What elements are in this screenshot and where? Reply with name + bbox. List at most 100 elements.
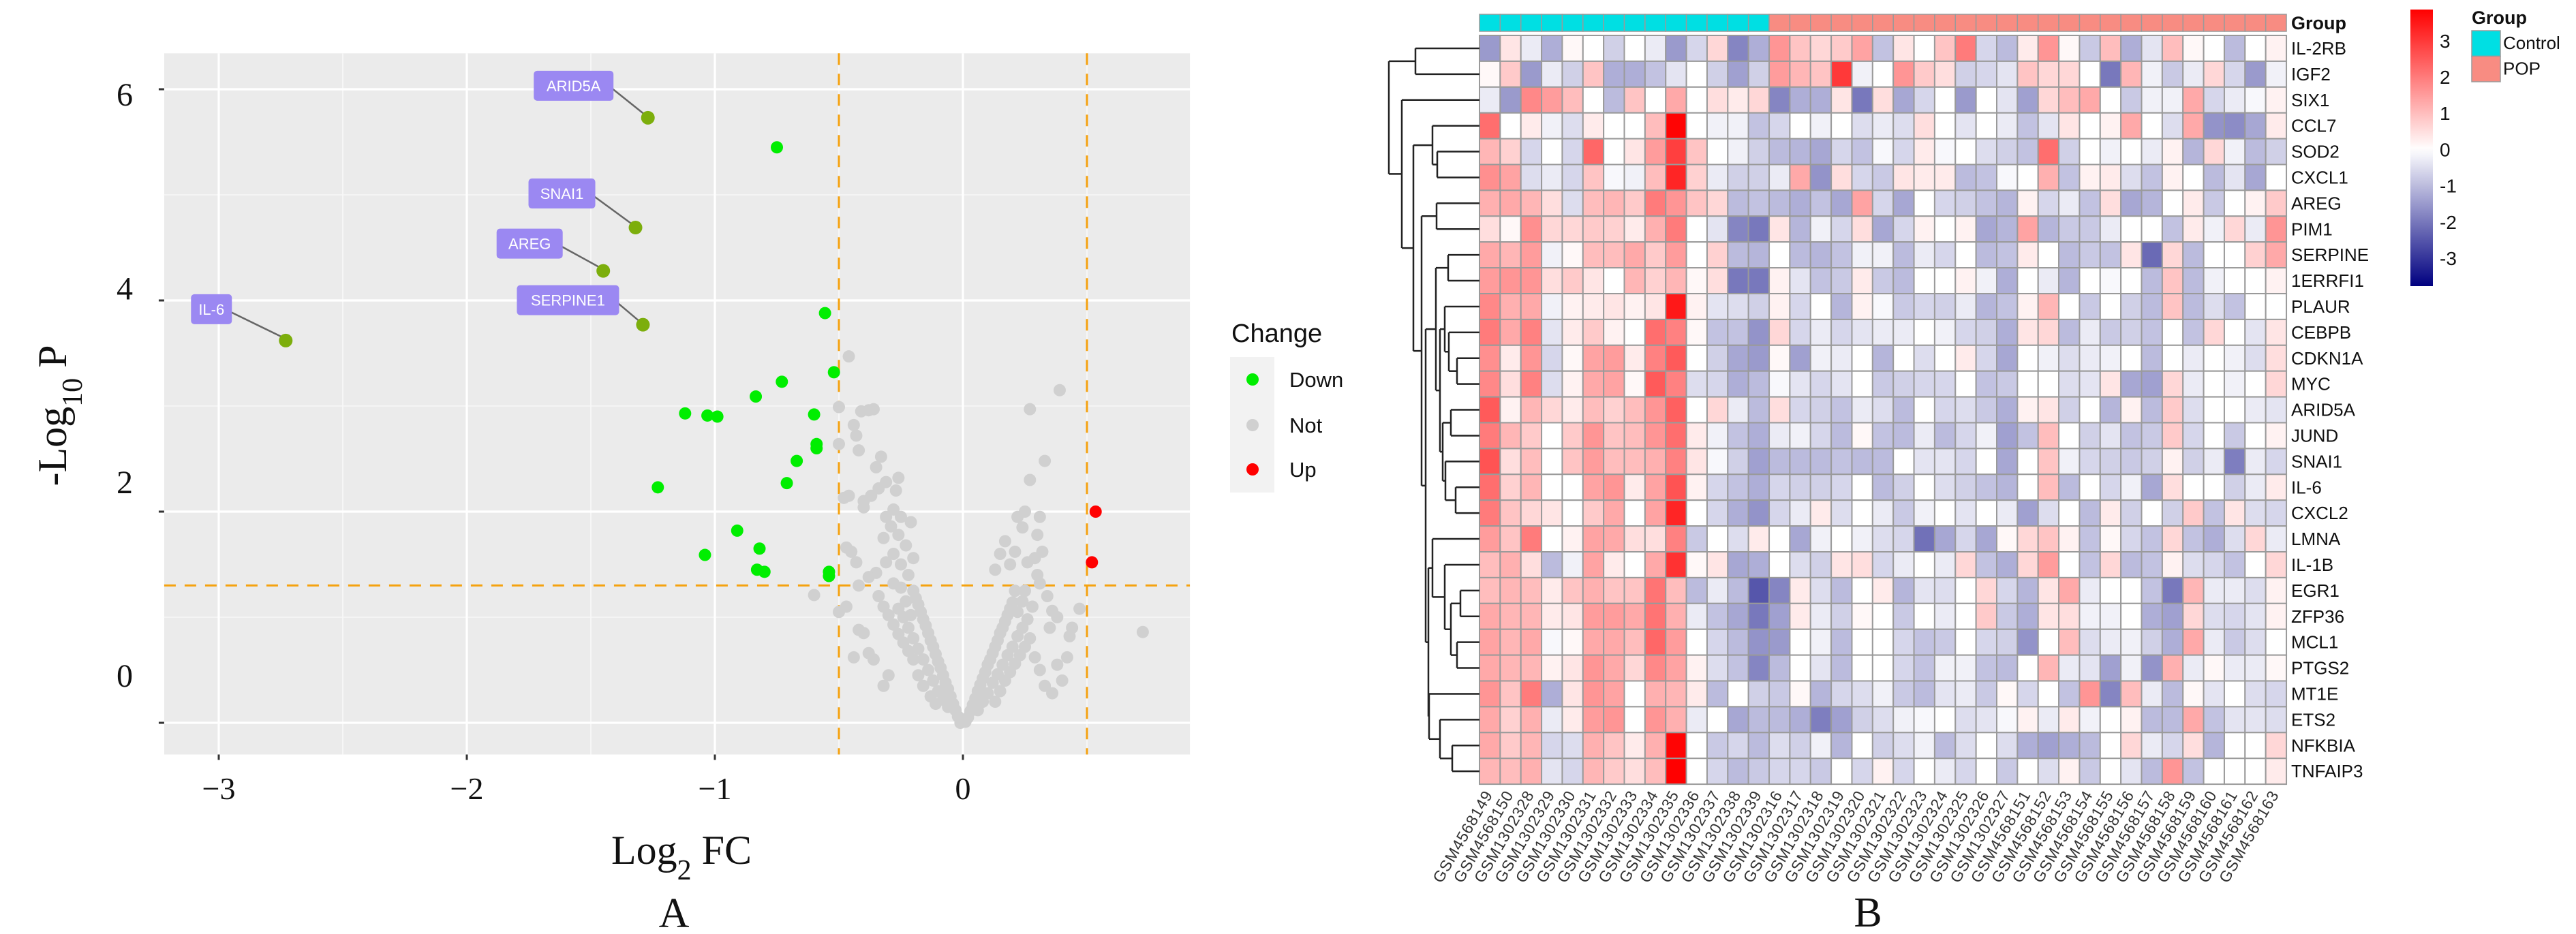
- heatmap-cell: [2079, 422, 2101, 450]
- heatmap-cell: [1665, 448, 1687, 476]
- panel-label-a: A: [659, 890, 690, 934]
- heatmap-cell: [2099, 396, 2122, 424]
- heatmap-cell: [1685, 60, 1708, 88]
- data-point-not: [981, 687, 994, 700]
- heatmap-cell: [1706, 680, 1729, 708]
- gene-label-text: ARID5A: [547, 78, 601, 95]
- heatmap-cell: [1996, 86, 2019, 114]
- heatmap-cell: [2099, 551, 2122, 578]
- heatmap-cell: [1727, 189, 1749, 217]
- heatmap-cell: [2017, 551, 2039, 578]
- heatmap-cell: [2120, 602, 2143, 630]
- heatmap-cell: [1809, 86, 1833, 114]
- heatmap-cell: [1603, 370, 1625, 398]
- y-tick-label: 6: [117, 77, 133, 113]
- heatmap-cell: [1768, 551, 1791, 578]
- heatmap-cell: [2203, 370, 2225, 398]
- heatmap-cell: [1479, 422, 1501, 450]
- heatmap-cell: [2120, 473, 2143, 501]
- heatmap-cell: [1582, 86, 1605, 114]
- legend-key-not: [1246, 419, 1259, 431]
- data-point-not: [1136, 625, 1149, 638]
- heatmap-cell: [1685, 241, 1708, 269]
- heatmap-cell: [1623, 215, 1646, 243]
- heatmap-cell: [1499, 706, 1522, 734]
- data-point-not: [840, 600, 853, 613]
- heatmap-cell: [1913, 628, 1935, 656]
- data-point-not: [912, 642, 925, 655]
- heatmap-cell: [2037, 35, 2060, 62]
- heatmap-cell: [2099, 86, 2122, 114]
- heatmap-cell: [2058, 396, 2081, 424]
- heatmap-cell: [2079, 706, 2101, 734]
- heatmap-cell: [2058, 732, 2081, 760]
- heatmap-cell: [1706, 654, 1729, 682]
- heatmap-cell: [1706, 60, 1729, 88]
- heatmap-cell: [1996, 602, 2019, 630]
- heatmap-cell: [2099, 732, 2122, 760]
- heatmap-cell: [1520, 551, 1543, 578]
- group-annotation-cell: [2203, 14, 2225, 32]
- group-annotation-cell: [2058, 14, 2081, 32]
- heatmap-cell: [1768, 293, 1791, 320]
- heatmap-cell: [1727, 318, 1749, 346]
- heatmap-cell: [1499, 628, 1522, 656]
- heatmap-cell: [2223, 112, 2246, 140]
- heatmap-cell: [1603, 35, 1625, 62]
- group-annotation-cell: [2265, 14, 2287, 32]
- gene-row-label: MYC: [2291, 374, 2331, 394]
- heatmap-cell: [1541, 576, 1563, 604]
- heatmap-cell: [2141, 189, 2163, 217]
- heatmap-cell: [1685, 112, 1708, 140]
- heatmap-cell: [1561, 344, 1584, 372]
- heatmap-cell: [1933, 293, 1957, 320]
- heatmap-cell: [1892, 318, 1915, 346]
- heatmap-cell: [2058, 602, 2081, 630]
- heatmap-cell: [1499, 732, 1522, 760]
- data-point-not: [902, 621, 915, 634]
- heatmap-cell: [2244, 215, 2267, 243]
- data-point-not: [882, 669, 895, 682]
- heatmap-cell: [1747, 628, 1770, 656]
- gene-row-label: SIX1: [2291, 90, 2329, 110]
- heatmap-cell: [1499, 551, 1522, 578]
- data-point-down: [818, 307, 831, 320]
- heatmap-cell: [2141, 293, 2163, 320]
- heatmap-cell: [2161, 318, 2184, 346]
- heatmap-cell: [1623, 576, 1646, 604]
- heatmap-cell: [1851, 35, 1873, 62]
- heatmap-cell: [2141, 551, 2163, 578]
- heatmap-cell: [1623, 318, 1646, 346]
- heatmap-cell: [2182, 344, 2205, 372]
- heatmap-cell: [1747, 732, 1770, 760]
- heatmap-cell: [1830, 86, 1853, 114]
- data-point-down: [823, 570, 835, 582]
- heatmap-cell: [2037, 164, 2060, 191]
- heatmap-cell: [2037, 267, 2060, 295]
- heatmap-cell: [2203, 525, 2225, 552]
- heatmap-cell: [2141, 112, 2163, 140]
- heatmap-cell: [1851, 60, 1873, 88]
- heatmap-cell: [1851, 164, 1873, 191]
- heatmap-cell: [1665, 525, 1687, 552]
- heatmap-cell: [1561, 267, 1584, 295]
- heatmap-cell: [1520, 60, 1543, 88]
- legend-title: Change: [1231, 320, 1322, 348]
- heatmap-cell: [2141, 654, 2163, 682]
- heatmap-cell: [1499, 448, 1522, 476]
- heatmap-cell: [1913, 473, 1935, 501]
- heatmap-cell: [1954, 499, 1977, 527]
- data-point-not: [1031, 529, 1044, 542]
- data-point-not: [907, 552, 920, 565]
- heatmap-cell: [2058, 706, 2081, 734]
- heatmap-cell: [1892, 422, 1915, 450]
- heatmap-cell: [1603, 473, 1625, 501]
- heatmap-cell: [1520, 758, 1543, 785]
- heatmap-cell: [1892, 35, 1915, 62]
- heatmap-cell: [1623, 344, 1646, 372]
- heatmap-cell: [2141, 732, 2163, 760]
- heatmap-cell: [1996, 654, 2019, 682]
- heatmap-cell: [1499, 602, 1522, 630]
- heatmap-cell: [2079, 86, 2101, 114]
- heatmap-cell: [1851, 422, 1873, 450]
